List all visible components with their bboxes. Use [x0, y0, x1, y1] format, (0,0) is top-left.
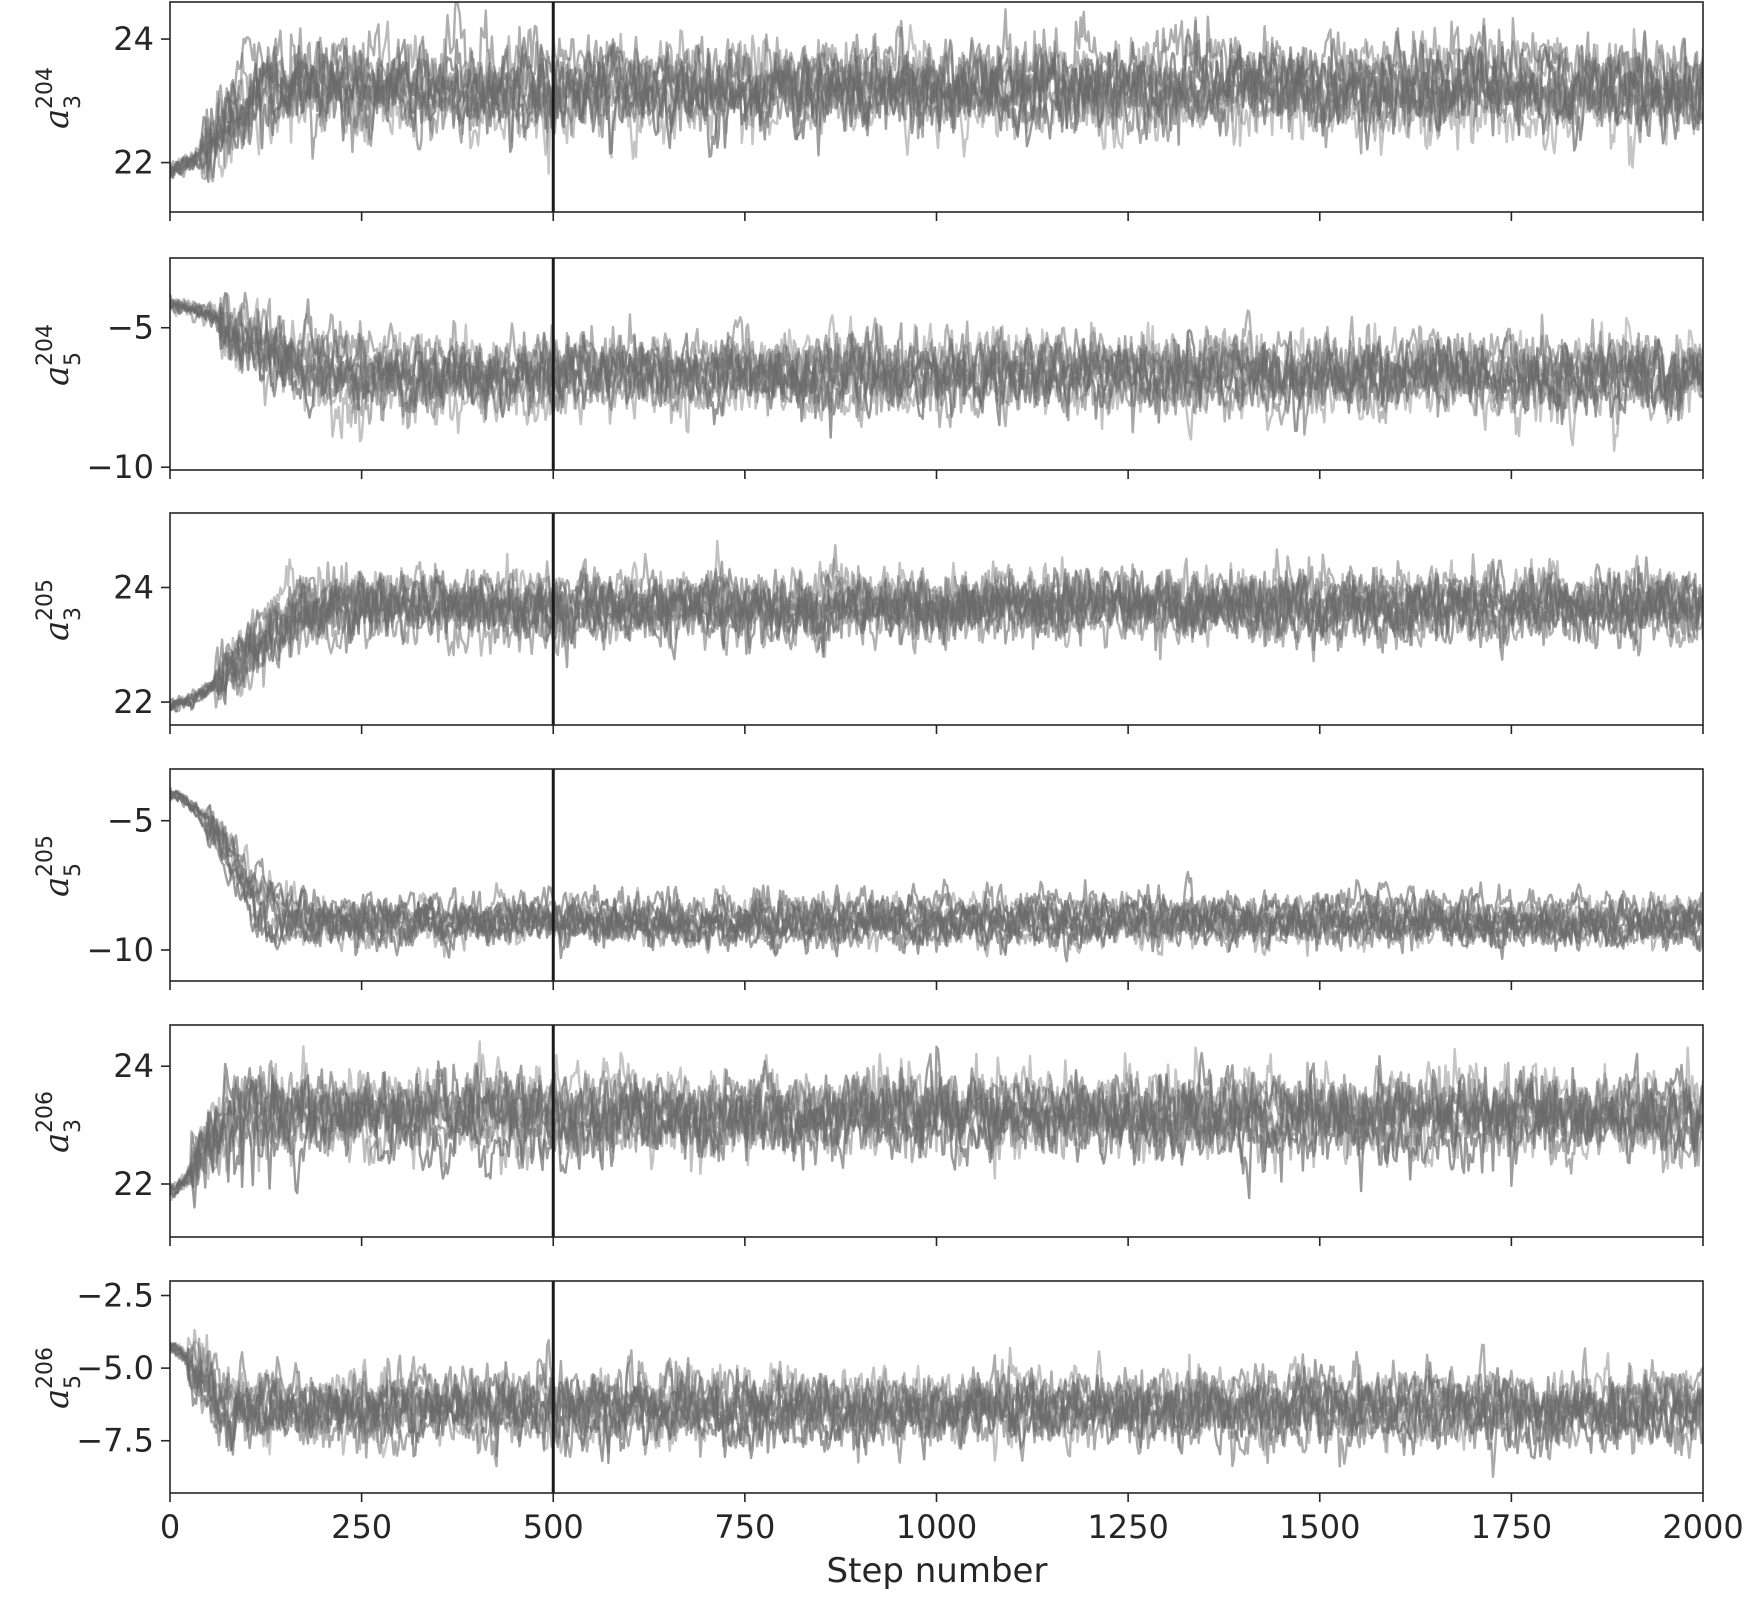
walker-traces: [170, 1040, 1703, 1209]
x-tick-label: 250: [331, 1508, 392, 1546]
walker-trace: [170, 38, 1703, 180]
x-axis: 0 250 500 750 1000 1250 1500 1750 2000: [160, 1508, 1744, 1546]
y-label-base: a: [37, 1389, 77, 1409]
walker-trace: [170, 1342, 1703, 1465]
walker-traces: [170, 786, 1703, 963]
x-tick-label: 0: [160, 1508, 180, 1546]
y-tick-label: −5: [107, 802, 154, 840]
walker-traces: [170, 539, 1703, 713]
y-label-base: a: [37, 366, 77, 386]
y-label-superscript: 204: [33, 324, 58, 366]
y-tick-label: −10: [86, 448, 154, 486]
y-label-base: a: [37, 877, 77, 897]
y-label-superscript: 206: [33, 1091, 58, 1133]
x-tick-label: 1500: [1279, 1508, 1360, 1546]
y-tick-label: −2.5: [76, 1277, 154, 1315]
panels-group: 2224a3204−10−5a52042224a3205−10−5a520522…: [33, 1, 1704, 1502]
walker-trace: [170, 1328, 1703, 1454]
walker-trace: [170, 41, 1703, 183]
y-tick-label: −5: [107, 309, 154, 347]
y-label-subscript: 3: [61, 95, 86, 109]
x-tick-label: 1250: [1087, 1508, 1168, 1546]
y-tick-label: 22: [113, 144, 154, 182]
y-label-base: a: [37, 621, 77, 641]
x-axis-label: Step number: [827, 1551, 1048, 1591]
x-tick-label: 2000: [1662, 1508, 1743, 1546]
x-tick-label: 1000: [896, 1508, 977, 1546]
walker-trace: [170, 30, 1703, 178]
y-tick-label: −10: [86, 931, 154, 969]
walker-trace: [170, 1336, 1703, 1462]
y-tick-label: −5.0: [76, 1349, 154, 1387]
walker-traces: [170, 291, 1703, 452]
walker-traces: [170, 1328, 1703, 1479]
y-label-base: a: [37, 109, 77, 129]
y-label-subscript: 3: [61, 1119, 86, 1133]
y-label-superscript: 205: [33, 835, 58, 877]
y-label-superscript: 206: [33, 1347, 58, 1389]
walker-trace: [170, 298, 1703, 452]
y-tick-label: 24: [113, 1047, 154, 1085]
y-label-subscript: 3: [61, 607, 86, 621]
y-tick-label: −7.5: [76, 1422, 154, 1460]
y-label-subscript: 5: [61, 1375, 86, 1389]
y-label-superscript: 205: [33, 579, 58, 621]
y-label-subscript: 5: [61, 863, 86, 877]
walker-trace: [170, 563, 1703, 713]
walker-trace: [170, 544, 1703, 712]
y-tick-label: 22: [113, 1165, 154, 1203]
y-label-superscript: 204: [33, 67, 58, 109]
y-tick-label: 24: [113, 20, 154, 58]
walker-trace: [170, 1045, 1703, 1196]
y-label-subscript: 5: [61, 352, 86, 366]
walker-trace: [170, 791, 1703, 954]
walker-trace: [170, 558, 1703, 708]
walker-trace: [170, 1045, 1703, 1195]
y-label-base: a: [37, 1133, 77, 1153]
x-tick-label: 500: [523, 1508, 584, 1546]
y-tick-label: 22: [113, 683, 154, 721]
walker-trace: [170, 789, 1703, 947]
x-tick-label: 1750: [1471, 1508, 1552, 1546]
y-tick-label: 24: [113, 568, 154, 606]
walker-trace: [170, 24, 1703, 179]
walker-trace: [170, 792, 1703, 943]
walker-trace: [170, 291, 1703, 436]
x-tick-label: 750: [714, 1508, 775, 1546]
walker-trace: [170, 793, 1703, 953]
walker-traces: [170, 2, 1703, 183]
